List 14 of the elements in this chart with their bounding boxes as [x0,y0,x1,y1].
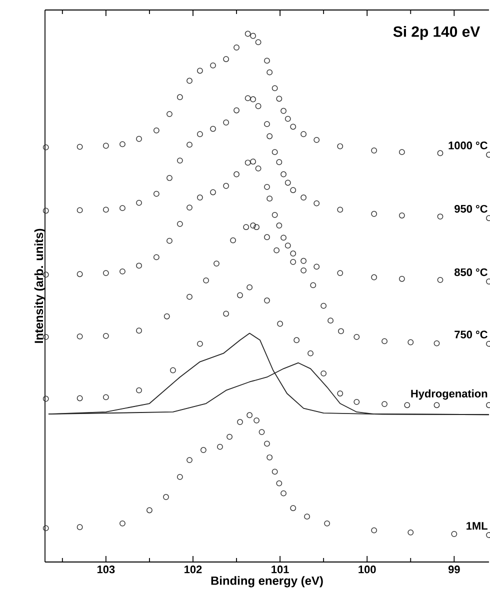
series-label: 1ML [466,522,488,530]
x-tick-label: 100 [358,566,376,574]
series-label: 950 °C [454,204,488,213]
x-tick-label: 103 [97,566,115,574]
x-axis-title: Binding energy (eV) [211,576,323,588]
y-axis-title: Intensity (arb. units) [34,228,46,343]
series-label: Hydrogenation [411,389,488,400]
series-label: 750 °C [454,330,488,338]
x-tick-label: 102 [184,566,202,574]
x-tick-label: 99 [448,566,460,574]
series-label: 1000 °C [448,142,488,150]
series-label: 850 °C [454,268,488,276]
chart-title: Si 2p 140 eV [393,26,480,40]
x-tick-label: 101 [272,566,289,574]
